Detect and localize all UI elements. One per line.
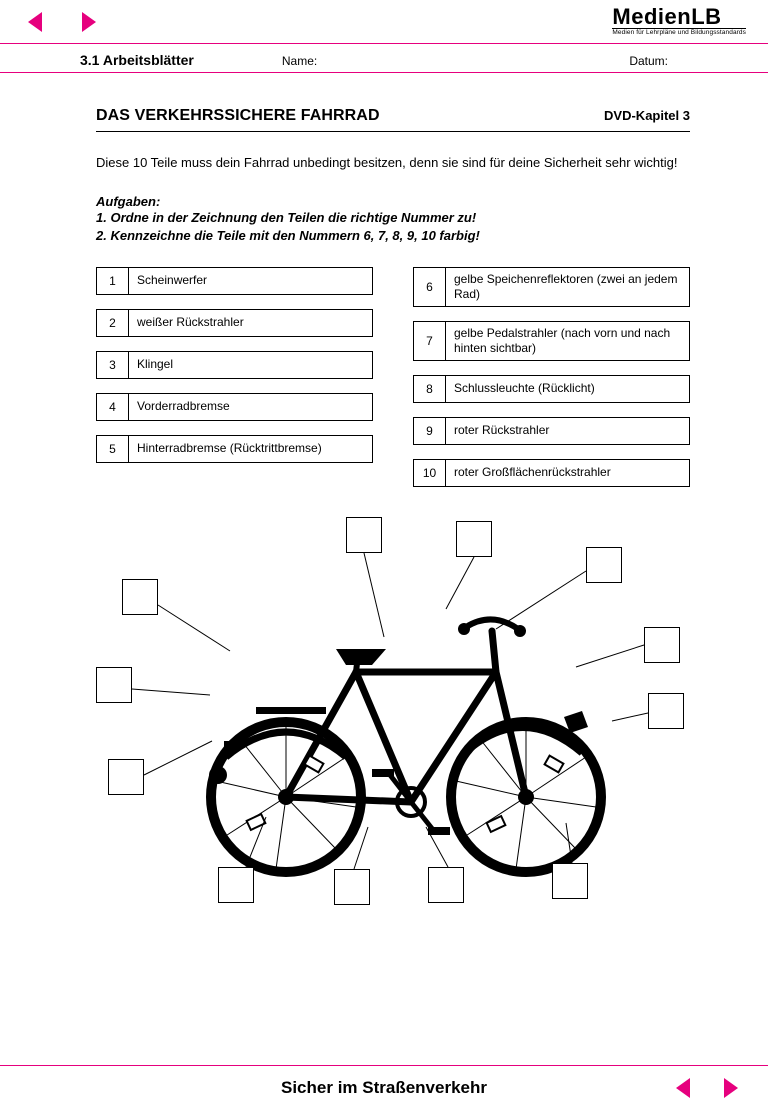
label-box[interactable] [96,667,132,703]
parts-item-text: Vorderradbremse [129,394,372,420]
prev-page-icon[interactable] [676,1078,690,1098]
section-number: 3.1 Arbeitsblätter [80,52,194,68]
top-bar: MedienLB Medien für Lehrpläne und Bildun… [0,0,768,44]
label-box[interactable] [334,869,370,905]
label-box[interactable] [346,517,382,553]
next-page-icon[interactable] [82,12,96,32]
parts-item-text: Schlussleuchte (Rücklicht) [446,376,689,402]
nav-arrows-bottom [676,1078,738,1098]
tasks-heading: Aufgaben: [96,194,690,209]
parts-item-number: 8 [414,376,446,402]
chapter-label: DVD-Kapitel 3 [604,108,690,123]
label-box[interactable] [428,867,464,903]
parts-item: 9roter Rückstrahler [413,417,690,445]
task-1: 1. Ordne in der Zeichnung den Teilen die… [96,209,690,227]
parts-item: 7gelbe Pedalstrahler (nach vorn und nach… [413,321,690,361]
label-box[interactable] [122,579,158,615]
parts-item-text: roter Großflächenrückstrahler [446,460,689,486]
parts-item-text: weißer Rückstrahler [129,310,372,336]
footer-title: Sicher im Straßenverkehr [281,1078,487,1098]
worksheet-header: 3.1 Arbeitsblätter Name: Datum: [0,44,768,73]
label-box[interactable] [552,863,588,899]
brand-main: MedienLB [612,6,746,28]
parts-item-text: Klingel [129,352,372,378]
parts-item-number: 10 [414,460,446,486]
parts-item-number: 2 [97,310,129,336]
parts-item: 8Schlussleuchte (Rücklicht) [413,375,690,403]
parts-item: 6gelbe Speichenreflektoren (zwei an jede… [413,267,690,307]
parts-item: 10roter Großflächenrückstrahler [413,459,690,487]
parts-item: 1Scheinwerfer [96,267,373,295]
next-page-icon[interactable] [724,1078,738,1098]
name-label: Name: [282,54,317,68]
parts-item-number: 1 [97,268,129,294]
bicycle-diagram [96,517,690,907]
parts-column-left: 1Scheinwerfer2weißer Rückstrahler3Klinge… [96,267,373,487]
parts-item-number: 5 [97,436,129,462]
parts-item-text: gelbe Pedalstrahler (nach vorn und nach … [446,322,689,360]
label-box[interactable] [456,521,492,557]
parts-item-text: gelbe Speichenreflektoren (zwei an jedem… [446,268,689,306]
parts-item-number: 6 [414,268,446,306]
date-label: Datum: [629,54,668,68]
label-box[interactable] [586,547,622,583]
label-box[interactable] [644,627,680,663]
footer-bar: Sicher im Straßenverkehr [0,1065,768,1109]
intro-text: Diese 10 Teile muss dein Fahrrad unbedin… [96,154,690,172]
tasks-block: Aufgaben: 1. Ordne in der Zeichnung den … [96,194,690,245]
parts-item-number: 3 [97,352,129,378]
parts-lists: 1Scheinwerfer2weißer Rückstrahler3Klinge… [96,267,690,487]
label-box[interactable] [648,693,684,729]
task-2: 2. Kennzeichne die Teile mit den Nummern… [96,227,690,245]
parts-item: 5Hinterradbremse (Rücktrittbremse) [96,435,373,463]
parts-item: 3Klingel [96,351,373,379]
brand-logo: MedienLB Medien für Lehrpläne und Bildun… [612,6,746,37]
parts-item-text: Scheinwerfer [129,268,372,294]
nav-arrows-top [28,12,96,32]
label-box[interactable] [108,759,144,795]
title-row: DAS VERKEHRSSICHERE FAHRRAD DVD-Kapitel … [96,107,690,132]
content: DAS VERKEHRSSICHERE FAHRRAD DVD-Kapitel … [0,73,768,907]
parts-item-text: roter Rückstrahler [446,418,689,444]
label-box[interactable] [218,867,254,903]
parts-item-number: 7 [414,322,446,360]
parts-item-number: 4 [97,394,129,420]
brand-sub: Medien für Lehrpläne und Bildungsstandar… [612,28,746,37]
parts-item: 2weißer Rückstrahler [96,309,373,337]
parts-item-number: 9 [414,418,446,444]
parts-item: 4Vorderradbremse [96,393,373,421]
prev-page-icon[interactable] [28,12,42,32]
page-title: DAS VERKEHRSSICHERE FAHRRAD [96,107,380,125]
parts-item-text: Hinterradbremse (Rücktrittbremse) [129,436,372,462]
parts-column-right: 6gelbe Speichenreflektoren (zwei an jede… [413,267,690,487]
